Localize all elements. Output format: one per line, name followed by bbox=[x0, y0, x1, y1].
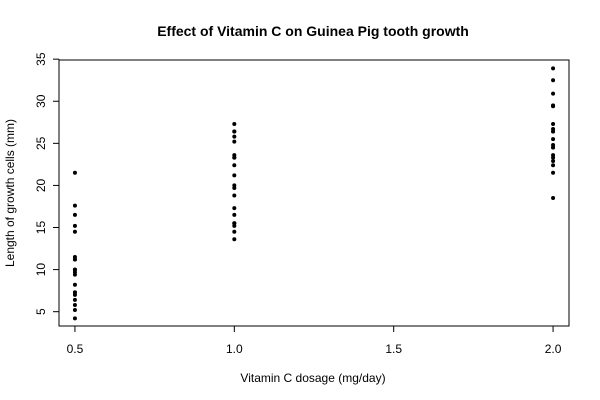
x-tick-label: 0.5 bbox=[67, 342, 84, 356]
data-point bbox=[72, 302, 77, 307]
data-point bbox=[232, 163, 237, 168]
y-tick-label: 25 bbox=[34, 136, 48, 150]
data-point bbox=[72, 229, 77, 234]
data-point bbox=[232, 221, 237, 226]
y-tick-label: 20 bbox=[34, 178, 48, 192]
plot-frame bbox=[58, 59, 570, 327]
data-point bbox=[232, 121, 237, 126]
data-point bbox=[551, 196, 556, 201]
data-point bbox=[72, 170, 77, 175]
data-point bbox=[551, 78, 556, 83]
y-tick-label: 10 bbox=[34, 263, 48, 277]
data-point bbox=[551, 159, 556, 164]
data-point bbox=[72, 316, 77, 321]
data-point bbox=[232, 212, 237, 217]
data-point bbox=[72, 290, 77, 295]
data-point bbox=[232, 134, 237, 139]
data-point bbox=[232, 229, 237, 234]
data-point bbox=[551, 66, 556, 71]
x-tick-label: 2.0 bbox=[545, 342, 562, 356]
y-tick-label: 5 bbox=[34, 308, 48, 315]
data-point bbox=[72, 257, 77, 262]
data-point bbox=[72, 203, 77, 208]
data-point bbox=[232, 193, 237, 198]
data-point bbox=[72, 297, 77, 302]
y-tick-label: 35 bbox=[34, 52, 48, 66]
data-point bbox=[232, 173, 237, 178]
x-axis-label: Vitamin C dosage (mg/day) bbox=[240, 371, 385, 385]
data-point bbox=[232, 237, 237, 242]
y-axis-label: Length of growth cells (mm) bbox=[3, 119, 17, 267]
data-point bbox=[232, 139, 237, 144]
data-point bbox=[232, 129, 237, 134]
y-axis: 5 10 15 20 25 30 35 bbox=[34, 52, 60, 315]
data-point bbox=[551, 137, 556, 142]
data-point bbox=[551, 170, 556, 175]
y-tick-label: 30 bbox=[34, 94, 48, 108]
data-point bbox=[551, 145, 556, 150]
data-point bbox=[551, 129, 556, 134]
data-point bbox=[232, 185, 237, 190]
data-point bbox=[72, 282, 77, 287]
data-point bbox=[551, 155, 556, 160]
data-point bbox=[232, 155, 237, 160]
data-point bbox=[551, 163, 556, 168]
data-point bbox=[72, 223, 77, 228]
x-tick-label: 1.0 bbox=[226, 342, 243, 356]
data-point bbox=[232, 206, 237, 211]
x-axis: 0.5 1.0 1.5 2.0 bbox=[67, 325, 562, 356]
x-tick-label: 1.5 bbox=[385, 342, 402, 356]
chart-title: Effect of Vitamin C on Guinea Pig tooth … bbox=[157, 23, 469, 39]
data-point bbox=[72, 267, 77, 272]
data-point bbox=[72, 308, 77, 313]
data-point bbox=[551, 91, 556, 96]
data-point bbox=[551, 121, 556, 126]
y-tick-label: 15 bbox=[34, 221, 48, 235]
data-points bbox=[72, 66, 556, 321]
data-point bbox=[72, 212, 77, 217]
data-point bbox=[72, 272, 77, 277]
data-point bbox=[551, 103, 556, 108]
